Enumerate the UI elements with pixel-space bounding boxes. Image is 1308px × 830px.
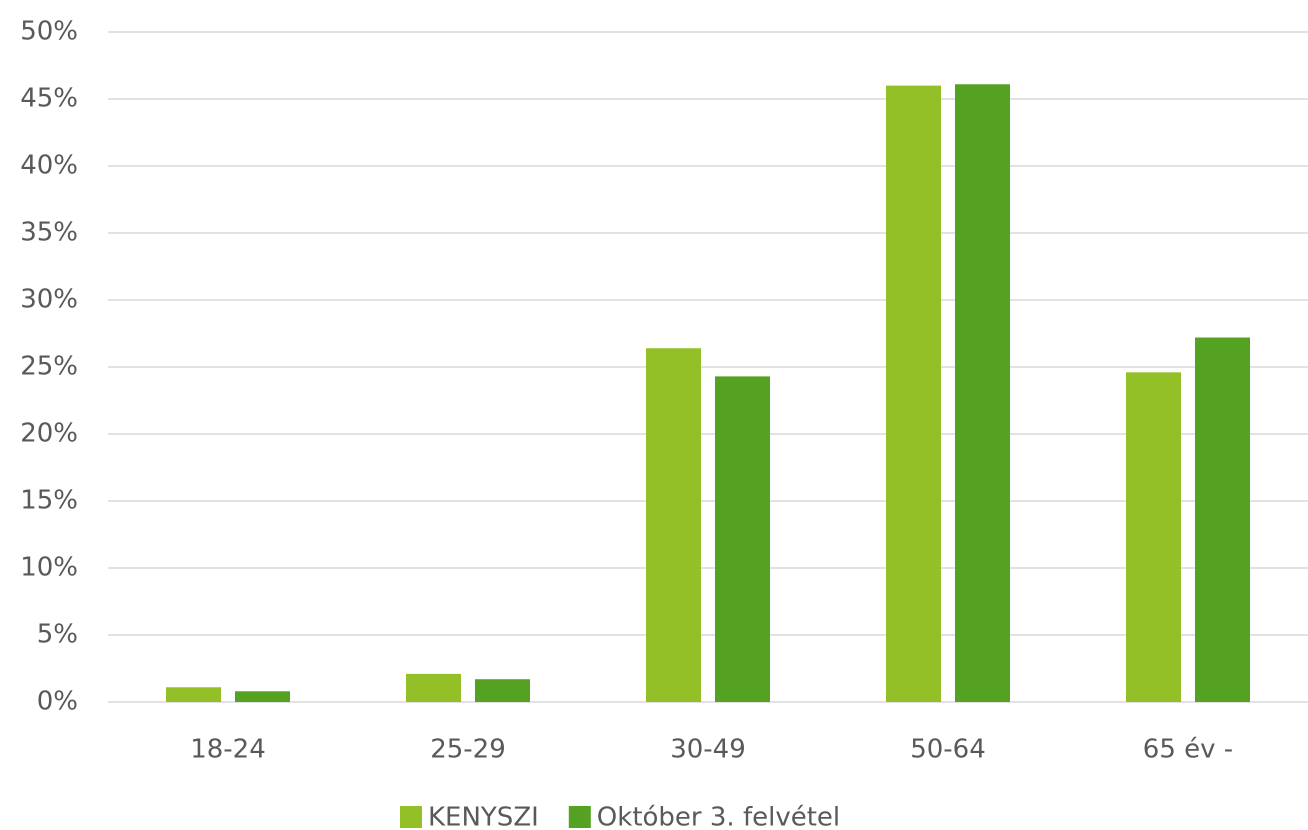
x-tick-label: 25-29 (430, 735, 506, 765)
bar (1126, 372, 1181, 702)
x-tick-label: 50-64 (910, 735, 986, 765)
bar (886, 85, 941, 703)
bar (646, 348, 701, 702)
y-tick-label: 15% (20, 486, 78, 516)
x-tick-label: 18-24 (190, 735, 266, 765)
legend-swatch (568, 806, 591, 828)
bar (1195, 337, 1250, 702)
x-tick-label: 65 év - (1143, 735, 1233, 765)
y-tick-label: 35% (20, 218, 78, 248)
bar (475, 679, 530, 702)
bar (166, 687, 221, 702)
legend-label: KENYSZI (428, 803, 539, 830)
x-tick-label: 30-49 (670, 735, 746, 765)
bar (955, 84, 1010, 702)
legend-swatch (400, 806, 422, 828)
bar (715, 376, 770, 702)
y-tick-label: 45% (20, 84, 78, 114)
y-tick-label: 50% (20, 17, 78, 47)
bar (406, 673, 461, 702)
legend-label: Október 3. felvétel (597, 803, 840, 830)
y-tick-label: 20% (20, 419, 78, 449)
y-tick-label: 10% (20, 553, 78, 583)
y-tick-label: 5% (37, 620, 78, 650)
y-tick-label: 0% (37, 687, 78, 717)
y-tick-label: 25% (20, 352, 78, 382)
y-tick-label: 30% (20, 285, 78, 315)
bar (235, 691, 290, 702)
y-tick-label: 40% (20, 151, 78, 181)
